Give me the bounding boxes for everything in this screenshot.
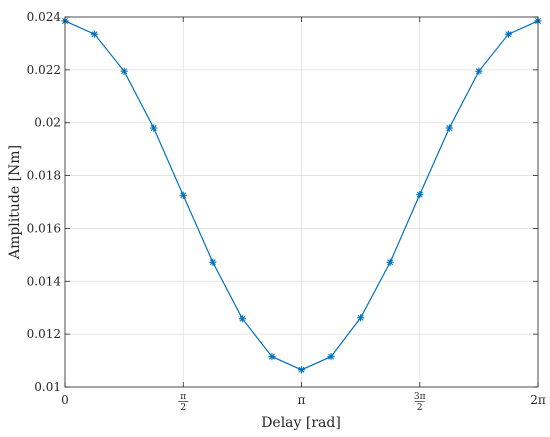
axis-ticks: 0.01 0.012 0.014 0.016 0.018 0.02 0.022 0.024 0 π…	[27, 10, 546, 413]
x-tick-label-numerator: 3π	[414, 392, 426, 402]
data-point	[386, 258, 394, 266]
x-tick-label: 0	[61, 393, 69, 407]
y-tick-label: 0.018	[27, 169, 61, 183]
y-tick-label: 0.012	[27, 327, 61, 341]
data-point	[179, 191, 187, 199]
y-tick-label: 0.022	[27, 63, 61, 77]
y-tick-label: 0.016	[27, 221, 61, 235]
data-point	[357, 314, 365, 322]
y-axis-label: Amplitude [Nm]	[7, 145, 23, 260]
data-point	[297, 366, 306, 374]
x-tick-label: 2π	[530, 393, 546, 407]
y-tick-label: 0.01	[34, 380, 61, 394]
data-point	[268, 353, 276, 361]
data-point	[504, 30, 513, 38]
data-point	[238, 315, 246, 323]
x-axis-label: Delay [rad]	[261, 415, 341, 431]
data-point	[150, 124, 158, 132]
y-tick-label: 0.014	[27, 274, 62, 288]
data-point	[445, 124, 453, 132]
data-point	[120, 67, 128, 75]
data-point	[327, 353, 335, 361]
x-tick-label-numerator: π	[180, 392, 186, 402]
data-point	[475, 67, 483, 75]
data-point	[416, 191, 424, 199]
data-point	[209, 258, 217, 266]
x-tick-label-denominator: 2	[417, 403, 423, 413]
x-tick-label-denominator: 2	[180, 403, 186, 413]
y-tick-label: 0.024	[27, 10, 62, 24]
x-tick-label: π	[298, 393, 306, 407]
data-point	[90, 30, 99, 38]
y-tick-label: 0.02	[34, 116, 61, 130]
